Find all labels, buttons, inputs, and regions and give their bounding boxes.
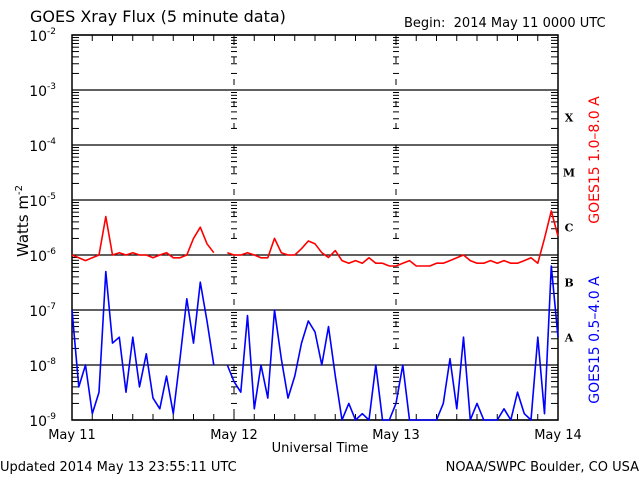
y-tick-exponent: -5 — [47, 192, 56, 202]
y-axis-label-text: Watts m — [14, 194, 32, 258]
chart-subtitle: Begin: 2014 May 11 0000 UTC — [404, 16, 606, 31]
y-tick-label: 10-5 — [29, 192, 56, 210]
flare-class-label: A — [564, 332, 574, 345]
y-tick-label: 10-7 — [29, 302, 56, 320]
flare-class-label: B — [564, 277, 573, 290]
y-axis-label-exponent: -2 — [14, 185, 25, 195]
x-tick-label: May 12 — [210, 428, 258, 443]
flare-class-label: M — [563, 167, 575, 180]
y-tick-exponent: -6 — [47, 247, 56, 257]
y-tick-label: 10-2 — [29, 27, 56, 45]
y-tick-label: 10-3 — [29, 82, 56, 100]
legend-series-long: GOES15 1.0–8.0 A — [587, 96, 603, 224]
y-tick-base: 10 — [29, 139, 47, 155]
y-tick-label: 10-8 — [29, 357, 56, 375]
plot-frame — [71, 34, 559, 421]
y-tick-exponent: -9 — [47, 412, 56, 422]
y-tick-base: 10 — [29, 84, 47, 100]
y-tick-base: 10 — [29, 29, 47, 45]
series-line-long-wavelength — [71, 210, 559, 267]
x-axis-label: Universal Time — [271, 441, 369, 456]
y-tick-base: 10 — [29, 359, 47, 375]
y-tick-base: 10 — [29, 249, 47, 265]
y-tick-label: 10-6 — [29, 247, 56, 265]
y-tick-base: 10 — [29, 194, 47, 210]
footer-updated: Updated 2014 May 13 23:55:11 UTC — [0, 460, 237, 475]
series-line-short-wavelength — [71, 265, 559, 421]
y-tick-label: 10-9 — [29, 412, 56, 430]
footer-source: NOAA/SWPC Boulder, CO USA — [445, 460, 639, 475]
y-tick-exponent: -8 — [47, 357, 56, 367]
y-tick-exponent: -3 — [47, 82, 56, 92]
flare-class-label: C — [565, 222, 574, 235]
x-tick-label: May 14 — [534, 428, 582, 443]
y-tick-label: 10-4 — [29, 137, 56, 155]
y-tick-base: 10 — [29, 414, 47, 430]
y-tick-exponent: -7 — [47, 302, 56, 312]
y-axis-label: Watts m-2 — [14, 176, 32, 266]
x-tick-label: May 13 — [372, 428, 420, 443]
y-tick-exponent: -2 — [47, 27, 56, 37]
chart-title: GOES Xray Flux (5 minute data) — [30, 7, 286, 26]
flare-class-label: X — [565, 112, 574, 125]
x-tick-label: May 11 — [48, 428, 96, 443]
y-tick-base: 10 — [29, 304, 47, 320]
y-tick-exponent: -4 — [47, 137, 56, 147]
legend-series-short: GOES15 0.5–4.0 A — [587, 276, 603, 404]
